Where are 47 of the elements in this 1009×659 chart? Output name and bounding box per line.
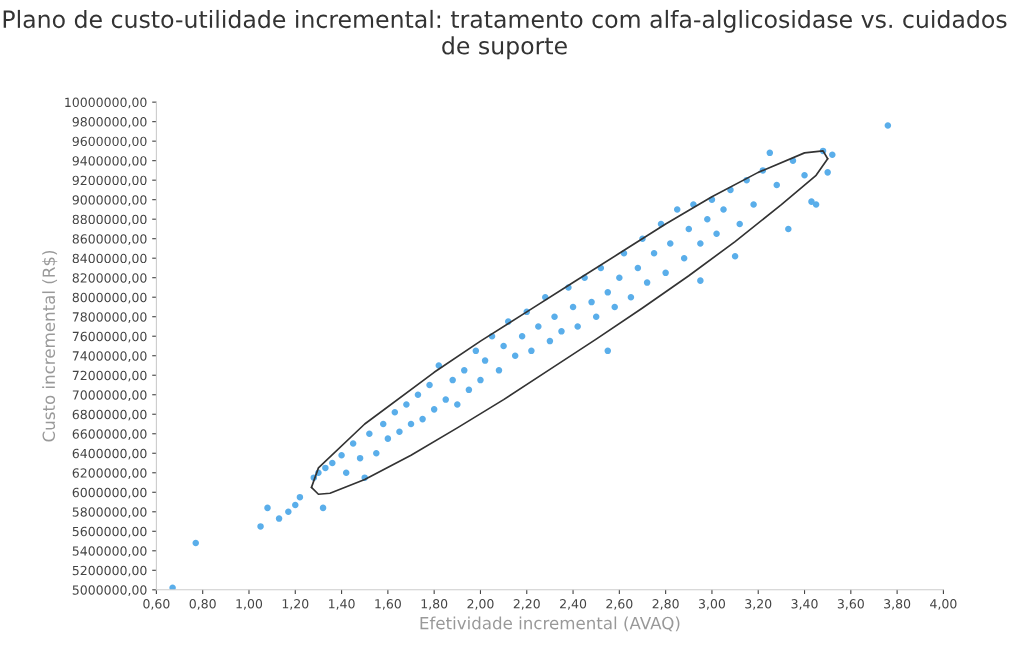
y-tick-label: 7200000,00	[72, 370, 147, 382]
y-tick-label: 5200000,00	[72, 565, 147, 577]
y-tick-label: 8200000,00	[72, 273, 147, 284]
x-tick-label: 0,80	[189, 599, 216, 610]
x-tick-label: 1,60	[375, 599, 401, 610]
x-axis-title: Efetividade incremental (AVAQ)	[420, 616, 680, 632]
y-tick-label: 7600000,00	[72, 331, 147, 343]
x-tick-label: 3,60	[837, 599, 864, 610]
y-tick-label: 9000000,00	[72, 195, 147, 206]
x-tick-label: 3,20	[745, 599, 772, 610]
y-tick-label: 8000000,00	[72, 292, 147, 304]
y-axis-title: Custo incremental (R$)	[42, 250, 58, 442]
y-tick-label: 8400000,00	[72, 253, 147, 265]
y-tick-label: 8800000,00	[72, 214, 147, 226]
y-tick-label: 5600000,00	[72, 526, 147, 538]
y-tick-label: 9200000,00	[72, 175, 147, 187]
y-tick-label: 7400000,00	[72, 351, 147, 362]
x-tick-label: 2,60	[606, 599, 633, 610]
y-tick-label: 9600000,00	[72, 136, 147, 148]
y-tick-label: 8600000,00	[72, 234, 147, 245]
y-tick-label: 9400000,00	[72, 156, 147, 167]
x-tick-label: 3,40	[791, 599, 818, 610]
x-tick-label: 2,20	[513, 599, 540, 610]
y-tick-label: 9800000,00	[72, 117, 147, 128]
y-tick-label: 6400000,00	[72, 448, 147, 460]
y-tick-label: 7800000,00	[72, 312, 147, 323]
y-tick-label: 7000000,00	[72, 390, 147, 401]
x-tick-label: 1,80	[421, 599, 448, 610]
x-tick-label: 1,40	[329, 599, 355, 610]
chart-title: Plano de custo-utilidade incremental: tratamento com alfa-alglicosidase vs. cuidados de suporte	[3, 9, 1007, 60]
x-tick-label: 3,80	[884, 599, 911, 610]
x-tick-label: 2,40	[560, 599, 587, 610]
x-tick-label: 1,20	[282, 599, 309, 610]
y-tick-label: 5400000,00	[72, 546, 147, 557]
y-tick-label: 6600000,00	[72, 429, 147, 440]
x-tick-label: 4,00	[930, 599, 957, 610]
x-tick-label: 2,00	[467, 599, 494, 610]
x-tick-label: 2,80	[652, 599, 679, 610]
y-tick-label: 5000000,00	[72, 585, 147, 597]
x-tick-label: 1,00	[236, 599, 263, 610]
y-tick-label: 10000000,00	[65, 97, 147, 109]
y-tick-label: 6200000,00	[72, 468, 147, 479]
y-tick-label: 6800000,00	[72, 409, 147, 421]
x-tick-label: 0,60	[143, 599, 170, 610]
y-tick-label: 6000000,00	[72, 487, 147, 499]
y-tick-label: 5800000,00	[72, 507, 147, 518]
x-tick-label: 3,00	[698, 599, 726, 610]
